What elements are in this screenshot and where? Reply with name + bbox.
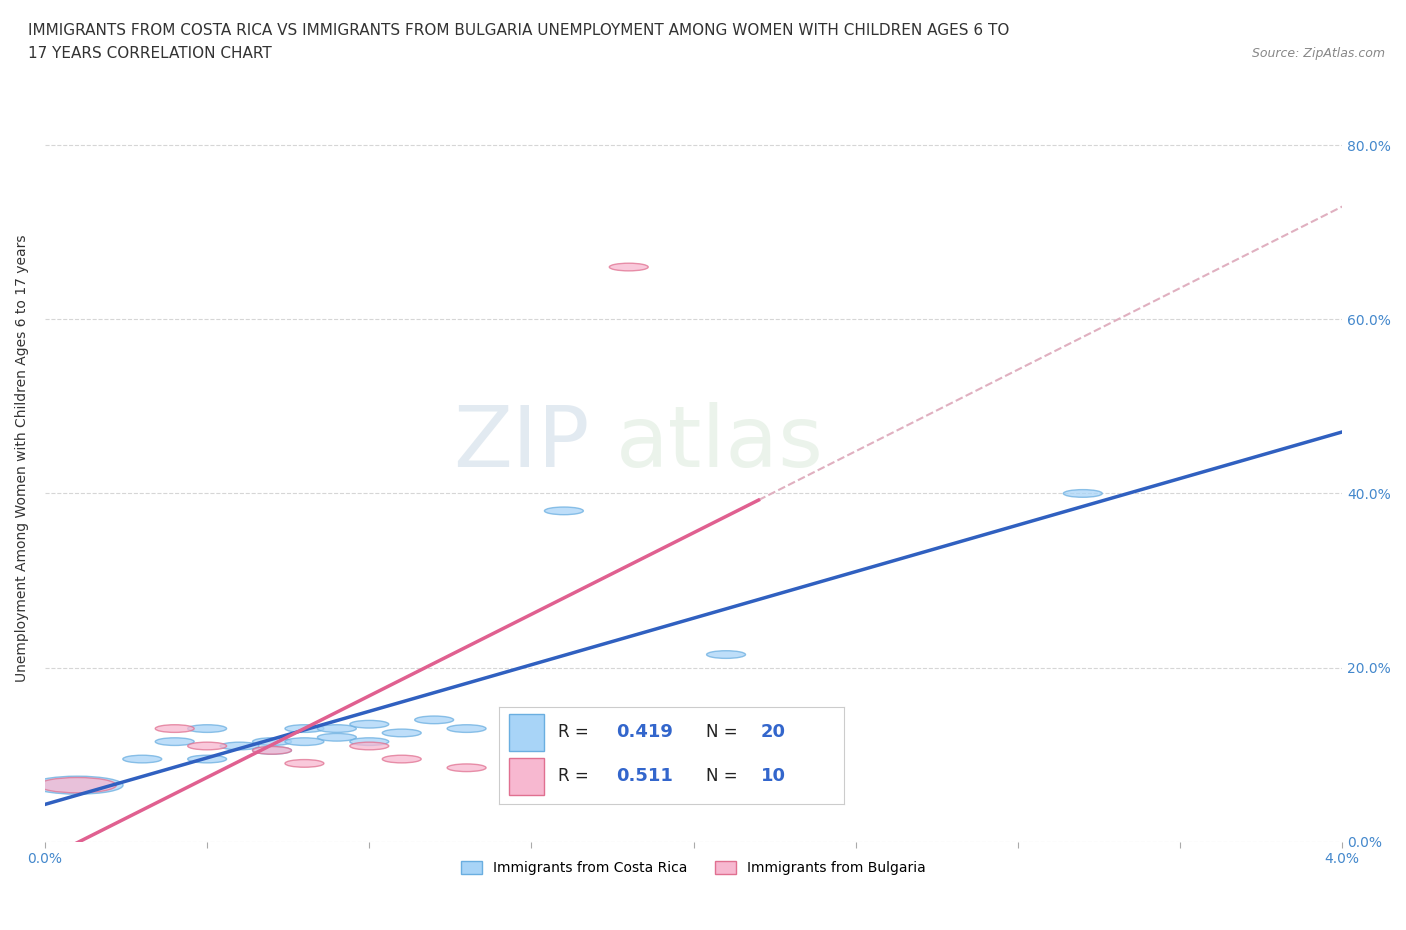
Text: atlas: atlas bbox=[616, 402, 824, 485]
Text: N =: N = bbox=[706, 767, 742, 785]
Text: ZIP: ZIP bbox=[453, 402, 591, 485]
Text: 0.419: 0.419 bbox=[616, 724, 673, 741]
Text: 10: 10 bbox=[761, 767, 786, 785]
FancyBboxPatch shape bbox=[509, 758, 544, 794]
Y-axis label: Unemployment Among Women with Children Ages 6 to 17 years: Unemployment Among Women with Children A… bbox=[15, 235, 30, 683]
Text: IMMIGRANTS FROM COSTA RICA VS IMMIGRANTS FROM BULGARIA UNEMPLOYMENT AMONG WOMEN : IMMIGRANTS FROM COSTA RICA VS IMMIGRANTS… bbox=[28, 23, 1010, 38]
Text: R =: R = bbox=[558, 724, 593, 741]
Text: N =: N = bbox=[706, 724, 742, 741]
Text: R =: R = bbox=[558, 767, 593, 785]
Text: 17 YEARS CORRELATION CHART: 17 YEARS CORRELATION CHART bbox=[28, 46, 271, 61]
Text: 0.511: 0.511 bbox=[616, 767, 673, 785]
Text: Source: ZipAtlas.com: Source: ZipAtlas.com bbox=[1251, 46, 1385, 60]
Text: 20: 20 bbox=[761, 724, 786, 741]
FancyBboxPatch shape bbox=[509, 713, 544, 751]
Legend: Immigrants from Costa Rica, Immigrants from Bulgaria: Immigrants from Costa Rica, Immigrants f… bbox=[456, 856, 932, 881]
